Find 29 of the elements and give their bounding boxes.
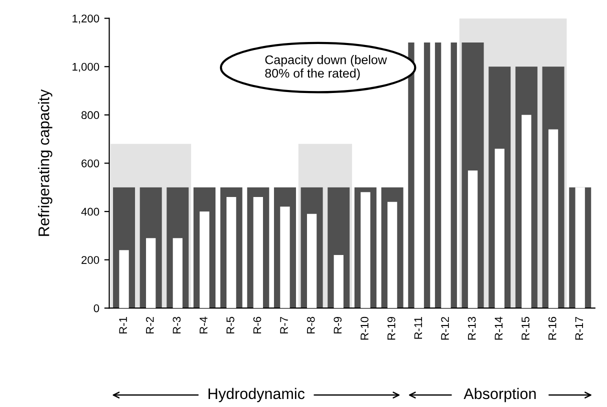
x-tick-label: R-6 bbox=[253, 316, 262, 334]
x-tick-label: R-8 bbox=[306, 316, 315, 334]
x-tick-label: R-19 bbox=[387, 316, 396, 340]
x-tick-label: R-11 bbox=[414, 316, 422, 339]
text: Hydrodynamic bbox=[208, 388, 305, 402]
x-tick-label: R-14 bbox=[494, 316, 502, 340]
x-tick-label: R-13 bbox=[468, 316, 476, 340]
x-tick-label: R-5 bbox=[226, 316, 234, 334]
y-tick-label: 400 bbox=[81, 208, 100, 216]
x-tick-label: R-4 bbox=[200, 316, 208, 334]
x-tick-label: R-17 bbox=[575, 316, 583, 340]
x-tick-label: R-9 bbox=[334, 316, 342, 334]
x-tick-label: R-7 bbox=[280, 316, 288, 334]
x-tick-label: R-12 bbox=[441, 316, 449, 340]
x-tick-label: R-1 bbox=[119, 316, 127, 334]
y-tick-label: 200 bbox=[82, 256, 100, 264]
x-tick-label: R-16 bbox=[548, 316, 556, 340]
y-tick-label: 600 bbox=[82, 159, 100, 168]
y-tick-label: 1,200 bbox=[72, 14, 100, 24]
y-tick-label: 0 bbox=[94, 304, 100, 312]
y-tick-label: 800 bbox=[81, 111, 100, 120]
x-tick-label: R-3 bbox=[172, 316, 181, 334]
y-tick-label: 1,000 bbox=[72, 62, 100, 72]
x-tick-label: R-15 bbox=[522, 316, 530, 340]
x-tick-label: R-10 bbox=[360, 316, 368, 340]
x-tick-label: R-2 bbox=[146, 316, 154, 334]
annotation: Capacity down (below 80% of the rated) bbox=[265, 55, 387, 80]
y-axis-title: Refrigerating capacity bbox=[38, 89, 52, 236]
text: Absorption bbox=[464, 388, 536, 402]
